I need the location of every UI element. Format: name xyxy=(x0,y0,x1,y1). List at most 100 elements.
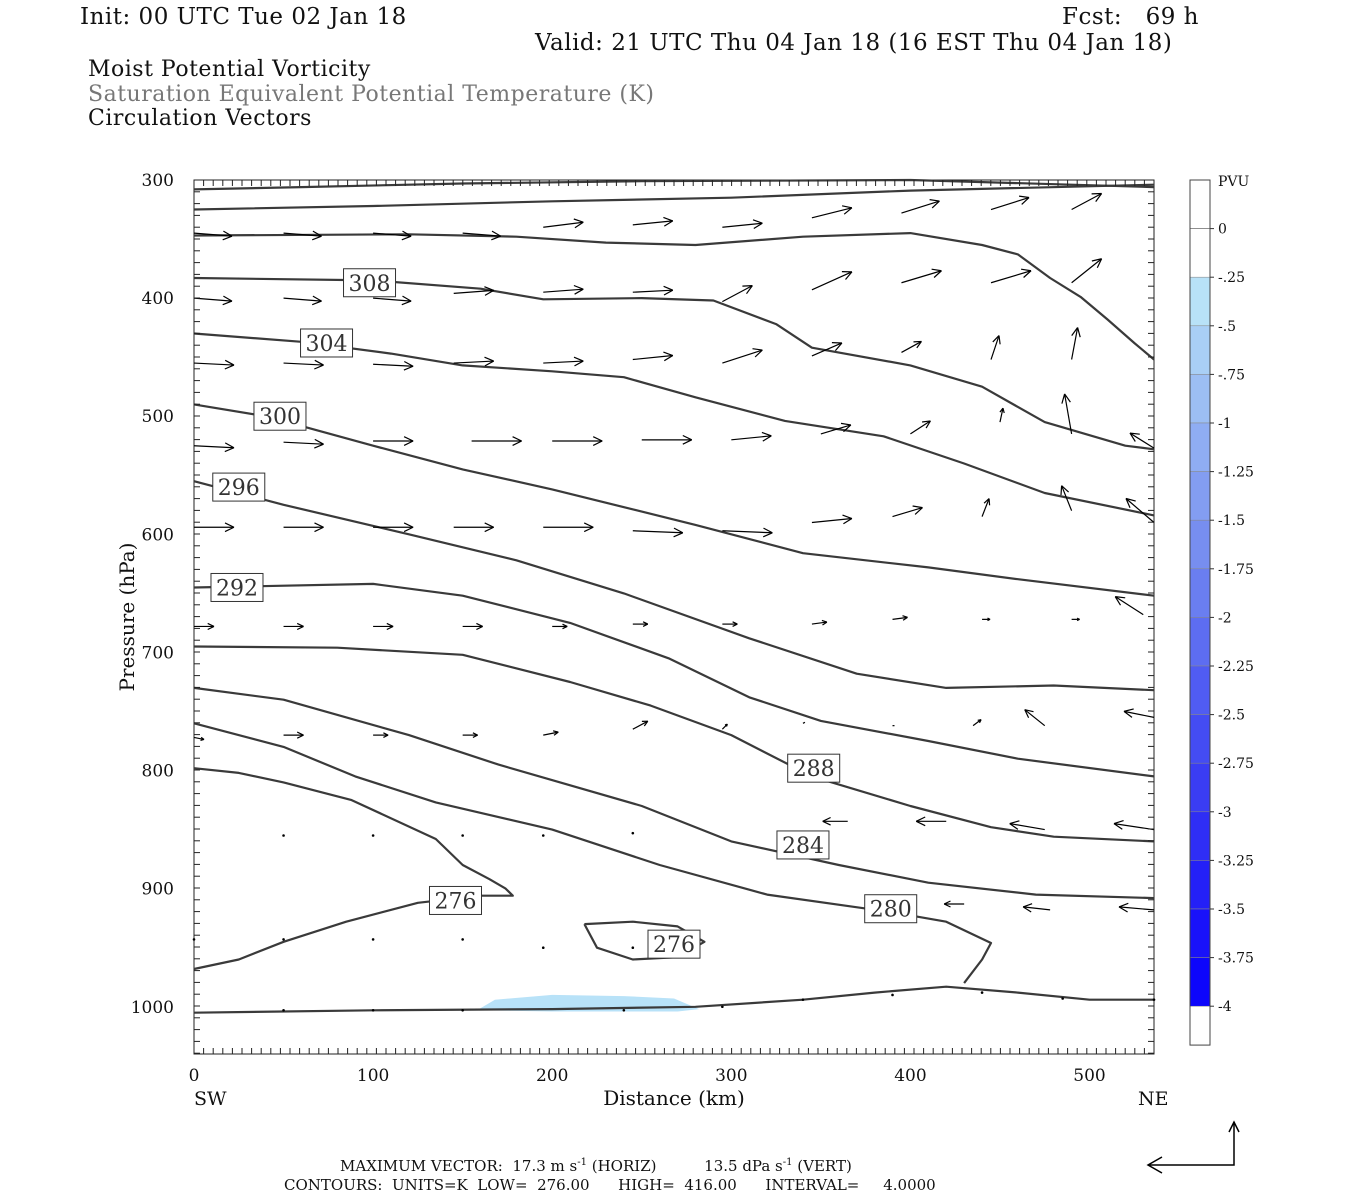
colorbar-cell xyxy=(1189,276,1211,327)
circulation-vector-weak xyxy=(541,946,545,950)
circulation-vector xyxy=(892,505,923,518)
theta-es-contour-unlabeled-2 xyxy=(193,232,1155,361)
theta-es-contour-284 xyxy=(193,686,1155,900)
colorbar-label: -1.5 xyxy=(1218,513,1245,529)
reference-vector xyxy=(1146,1120,1240,1174)
circulation-vector xyxy=(543,218,584,229)
theta-es-contour-unlabeled-1 xyxy=(193,183,1155,211)
contour-label: 292 xyxy=(216,576,258,601)
circulation-vector xyxy=(462,622,483,631)
circulation-vector xyxy=(982,617,991,622)
theta-es-contour-292 xyxy=(193,582,1155,778)
plot-area xyxy=(193,179,1155,1055)
circulation-vector xyxy=(373,622,394,631)
circulation-vector xyxy=(990,195,1030,211)
circulation-vector xyxy=(373,522,414,533)
circulation-vector xyxy=(632,216,674,227)
circulation-vector-weak xyxy=(282,938,285,941)
circulation-vector xyxy=(543,522,594,533)
circulation-vector xyxy=(283,359,324,370)
circulation-vector xyxy=(373,230,412,241)
circulation-vector xyxy=(981,498,991,517)
contour-label: 308 xyxy=(349,272,391,297)
circulation-vector xyxy=(283,230,322,241)
circulation-vector-weak xyxy=(622,1009,626,1012)
circulation-vector xyxy=(802,721,806,724)
circulation-vector xyxy=(471,436,522,446)
tick-layer xyxy=(193,179,1154,1054)
circulation-vector xyxy=(1022,903,1051,913)
circulation-vector xyxy=(193,295,233,306)
theta-es-contour-308 xyxy=(193,276,1155,451)
contour-label-box xyxy=(647,929,701,959)
contour-label-box xyxy=(300,328,354,358)
colorbar-cell xyxy=(1189,325,1211,375)
circulation-vector-weak xyxy=(631,831,635,835)
colorbar-label: -.5 xyxy=(1218,319,1236,335)
colorbar-top-cell xyxy=(1189,179,1211,230)
circulation-vector xyxy=(811,205,853,219)
contour-info: CONTOURS: UNITS=K LOW= 276.00 HIGH= 416.… xyxy=(284,1176,936,1194)
colorbar-cell xyxy=(1189,908,1211,958)
y-tick-label: 400 xyxy=(142,289,174,309)
contour-layer: 308 304 300 296 292 288 284 280 276 276 xyxy=(193,178,1155,1014)
colorbar-label: -1 xyxy=(1218,416,1232,432)
circulation-vector xyxy=(811,342,843,357)
circulation-vector-weak xyxy=(980,991,984,994)
circulation-vector-weak xyxy=(541,834,545,837)
circulation-vector xyxy=(722,219,763,230)
circulation-vector xyxy=(1125,497,1155,523)
circulation-vector xyxy=(283,731,304,739)
circulation-vector xyxy=(373,360,414,371)
circulation-vector xyxy=(1129,432,1155,449)
circulation-vector-weak xyxy=(192,938,196,941)
circulation-vector xyxy=(373,295,412,306)
contour-label-box xyxy=(428,885,482,915)
y-tick-label: 800 xyxy=(142,762,174,782)
circulation-vector xyxy=(632,621,649,627)
circulation-vector xyxy=(543,730,559,736)
circulation-vector xyxy=(373,732,389,738)
circulation-vector xyxy=(453,286,495,296)
circulation-vector-weak xyxy=(631,946,635,950)
circulation-vector-weak xyxy=(461,938,464,941)
circulation-vector xyxy=(1113,820,1155,831)
circulation-vector xyxy=(462,732,478,738)
circulation-vector xyxy=(193,736,205,741)
contour-label-box xyxy=(864,894,918,924)
reference-vector-arrows xyxy=(1148,1122,1235,1166)
theta-es-contour-296 xyxy=(193,480,1155,692)
circulation-vector xyxy=(822,816,848,826)
colorbar-cell xyxy=(1189,762,1211,813)
y-tick-label: 300 xyxy=(142,171,174,191)
colorbar-label: -3.75 xyxy=(1218,951,1254,967)
circulation-vector xyxy=(1071,192,1103,211)
x-tick-label: 100 xyxy=(357,1066,389,1086)
contour-label: 276 xyxy=(434,889,476,914)
circulation-vector-weak xyxy=(1152,998,1156,1001)
circulation-vector xyxy=(722,621,738,627)
valid-time: Valid: 21 UTC Thu 04 Jan 18 (16 EST Thu … xyxy=(535,30,1173,56)
circulation-vector xyxy=(453,356,494,367)
circulation-vector xyxy=(721,723,728,730)
circulation-vector xyxy=(722,348,763,364)
forecast-hour: Fcst: 69 h xyxy=(1062,4,1199,30)
circulation-vector xyxy=(1061,393,1073,435)
colorbar-label: -1.75 xyxy=(1218,562,1254,578)
colorbar-cell xyxy=(1189,471,1211,521)
x-tick-label: 300 xyxy=(715,1066,747,1086)
contour-label-box xyxy=(210,572,264,602)
colorbar-label: -3 xyxy=(1218,805,1232,821)
circulation-vector-weak xyxy=(371,1009,375,1012)
colorbar-label: -.75 xyxy=(1218,367,1245,383)
circulation-vector xyxy=(990,335,1001,360)
circulation-vector xyxy=(641,434,693,445)
theta-es-contour-280 xyxy=(193,722,993,984)
circulation-vector xyxy=(915,816,947,827)
circulation-vector xyxy=(999,407,1005,423)
circulation-vector xyxy=(1071,327,1081,360)
circulation-vector-weak xyxy=(461,834,464,837)
circulation-vector xyxy=(632,720,649,730)
colorbar-cell xyxy=(1189,714,1211,764)
